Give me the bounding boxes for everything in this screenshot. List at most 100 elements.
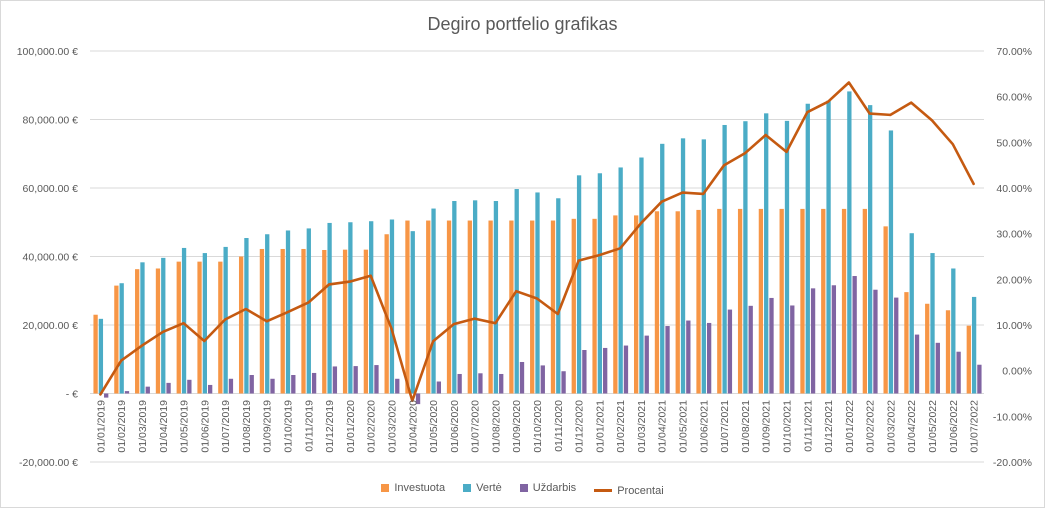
- y-left-tick-label: - €: [66, 389, 78, 401]
- bar-investuota: [925, 303, 930, 394]
- bar-uždarbis: [603, 347, 608, 394]
- x-tick-label: 01/02/2020: [366, 400, 378, 453]
- x-tick-label: 01/07/2021: [719, 400, 731, 453]
- x-tick-label: 01/02/2021: [615, 400, 627, 453]
- x-tick-label: 01/07/2020: [470, 400, 482, 453]
- bar-vertė: [847, 91, 852, 394]
- bar-uždarbis: [894, 297, 899, 394]
- bar-vertė: [909, 233, 914, 394]
- bar-investuota: [280, 248, 285, 394]
- bar-uždarbis: [519, 361, 525, 394]
- bar-investuota: [862, 208, 868, 394]
- x-tick-label: 01/01/2022: [844, 400, 856, 453]
- x-tick-label: 01/01/2020: [345, 400, 357, 453]
- bar-investuota: [218, 261, 223, 394]
- bar-uždarbis: [686, 320, 691, 394]
- x-tick-label: 01/08/2020: [490, 400, 502, 453]
- bar-investuota: [613, 215, 618, 394]
- bar-uždarbis: [977, 364, 982, 394]
- bar-uždarbis: [873, 289, 878, 394]
- x-tick-label: 01/09/2019: [262, 400, 274, 453]
- bar-investuota: [446, 220, 452, 394]
- bar-investuota: [592, 218, 597, 394]
- bar-investuota: [945, 310, 951, 394]
- x-tick-label: 01/05/2020: [428, 400, 440, 453]
- bar-vertė: [805, 103, 810, 394]
- bar-vertė: [597, 173, 603, 394]
- bar-vertė: [639, 157, 644, 394]
- bar-investuota: [197, 261, 202, 394]
- line-series-procentai: [99, 81, 975, 403]
- x-tick-label: 01/11/2020: [553, 400, 565, 452]
- bar-vertė: [431, 208, 436, 394]
- bar-investuota: [717, 208, 722, 394]
- y-left-tick-label: 40,000.00 €: [23, 252, 79, 264]
- y-left-tick-label: 60,000.00 €: [23, 183, 79, 195]
- bar-vertė: [826, 100, 831, 394]
- bar-uždarbis: [332, 366, 338, 394]
- x-tick-label: 01/05/2021: [678, 400, 690, 453]
- x-tick-label: 01/04/2020: [407, 400, 419, 453]
- bar-uždarbis: [166, 382, 171, 394]
- bar-vertė: [951, 268, 956, 394]
- bar-vertė: [161, 257, 166, 394]
- y-right-tick-label: -20.00%: [993, 457, 1032, 469]
- x-tick-label: 01/05/2022: [927, 400, 939, 453]
- bar-uždarbis: [623, 345, 629, 394]
- x-tick-label: 01/12/2021: [823, 400, 835, 453]
- bar-uždarbis: [831, 285, 837, 394]
- bar-investuota: [530, 220, 535, 394]
- bar-investuota: [841, 208, 847, 394]
- y-left-tick-label: 20,000.00 €: [23, 320, 79, 332]
- bar-uždarbis: [852, 276, 857, 394]
- x-tick-label: 01/11/2019: [303, 400, 315, 452]
- bar-investuota: [779, 208, 784, 394]
- y-right-tick-label: 30.00%: [996, 229, 1032, 241]
- x-tick-label: 01/09/2020: [511, 400, 523, 453]
- bar-investuota: [758, 208, 764, 394]
- bar-vertė: [722, 124, 727, 394]
- x-tick-label: 01/12/2020: [574, 400, 586, 453]
- bar-vertė: [660, 143, 665, 394]
- bar-investuota: [467, 220, 472, 394]
- x-tick-label: 01/10/2019: [283, 400, 295, 453]
- bar-uždarbis: [561, 371, 566, 394]
- bar-uždarbis: [207, 384, 213, 394]
- bar-vertė: [930, 253, 935, 394]
- bar-vertė: [680, 138, 686, 394]
- bar-uždarbis: [457, 373, 462, 394]
- y-right-tick-label: 50.00%: [996, 137, 1032, 149]
- y-right-tick-label: 10.00%: [996, 320, 1032, 332]
- bar-uždarbis: [748, 305, 753, 394]
- bar-vertė: [556, 198, 561, 394]
- bar-investuota: [634, 215, 639, 394]
- bar-uždarbis: [790, 305, 795, 394]
- bar-uždarbis: [665, 326, 670, 394]
- legend-swatch: [519, 484, 528, 492]
- bar-uždarbis: [311, 372, 317, 394]
- bar-investuota: [93, 314, 98, 394]
- bar-uždarbis: [769, 297, 774, 394]
- x-tick-label: 01/08/2021: [740, 400, 752, 453]
- x-tick-label: 01/07/2022: [969, 400, 981, 453]
- bar-vertė: [181, 247, 187, 394]
- bar-investuota: [238, 256, 244, 394]
- bar-vertė: [140, 262, 145, 394]
- bar-vertė: [306, 228, 311, 394]
- bar-investuota: [176, 261, 181, 394]
- bar-uždarbis: [291, 375, 296, 394]
- bar-vertė: [202, 253, 207, 394]
- x-tick-label: 01/06/2020: [449, 400, 461, 453]
- bar-uždarbis: [124, 391, 130, 394]
- x-tick-label: 01/06/2021: [698, 400, 710, 453]
- bar-vertė: [472, 200, 478, 394]
- bar-investuota: [696, 209, 701, 394]
- x-tick-label: 01/06/2022: [948, 400, 960, 453]
- x-tick-label: 01/07/2019: [220, 400, 232, 453]
- bar-uždarbis: [706, 322, 712, 394]
- bar-vertė: [348, 222, 353, 394]
- x-tick-label: 01/02/2022: [865, 400, 877, 453]
- bar-vertė: [784, 120, 790, 394]
- legend-swatch: [381, 484, 390, 492]
